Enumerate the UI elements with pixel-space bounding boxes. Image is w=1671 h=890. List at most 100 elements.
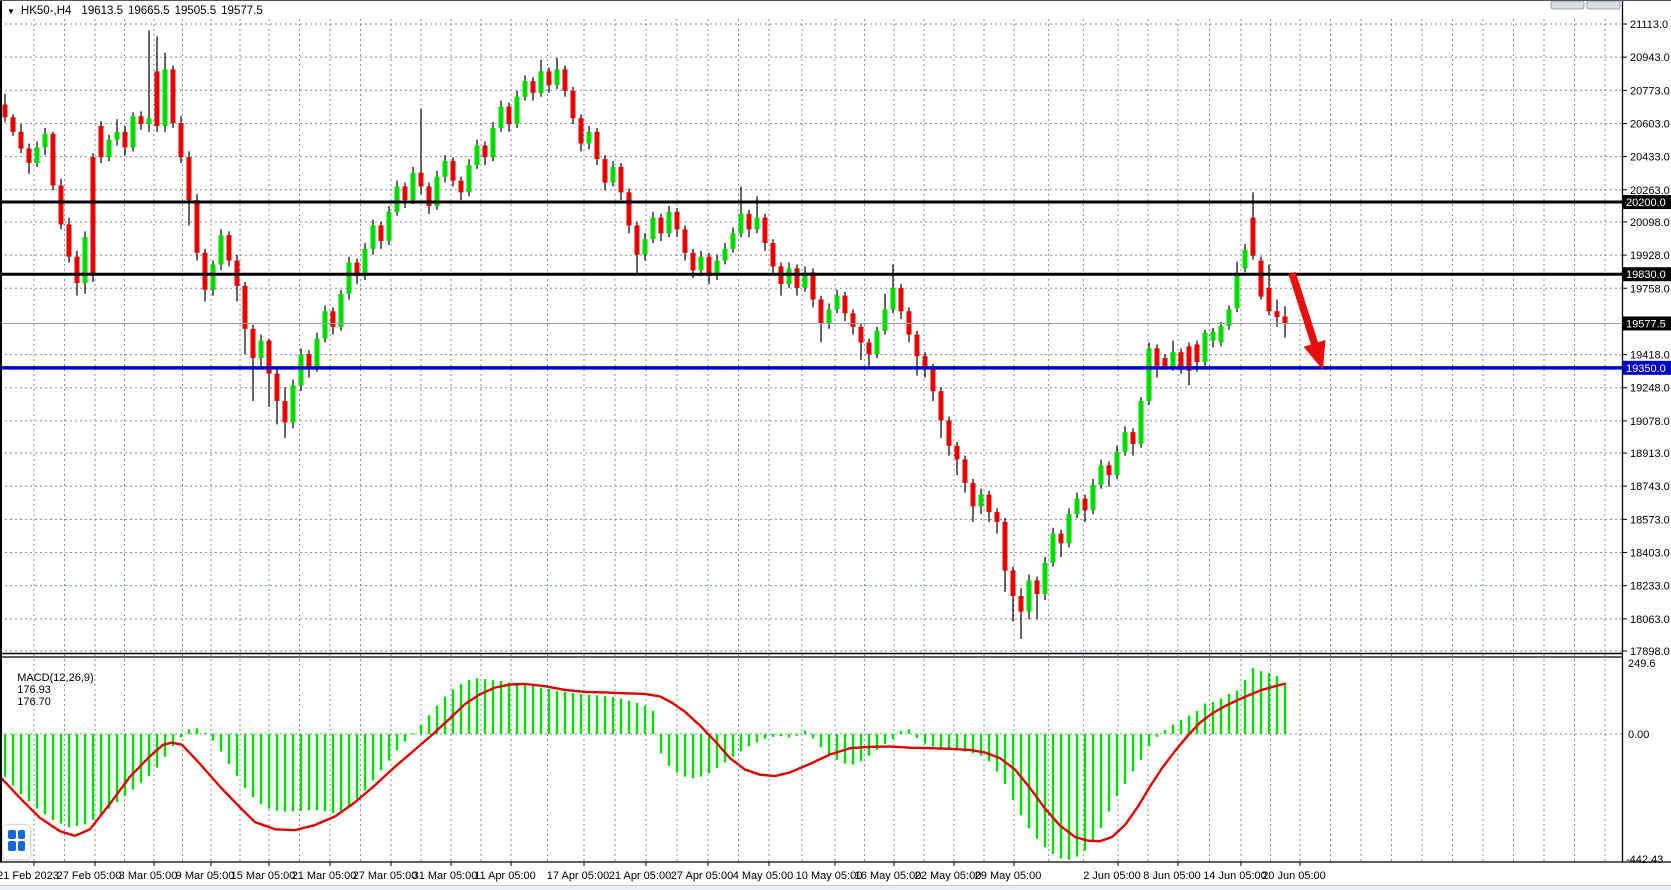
- bull-candle: [394, 186, 400, 212]
- macd-histogram-bar: [1083, 734, 1087, 851]
- bull-candle: [538, 71, 544, 93]
- chart-dropdown-icon[interactable]: ▼: [7, 6, 15, 16]
- price-flag-label: 19577.5: [1626, 318, 1666, 330]
- bear-candle: [914, 334, 920, 357]
- bull-candle: [474, 145, 480, 166]
- macd-histogram-bar: [427, 715, 431, 734]
- bear-candle: [602, 159, 608, 183]
- bear-candle: [674, 211, 680, 230]
- macd-histogram-bar: [355, 734, 359, 799]
- macd-histogram-bar: [75, 734, 79, 826]
- time-tick-label: 22 May 05:00: [915, 870, 982, 882]
- macd-histogram-bar: [395, 734, 399, 751]
- macd-histogram-bar: [1059, 734, 1063, 859]
- bear-candle: [962, 459, 968, 483]
- bull-candle: [1234, 273, 1240, 309]
- open-value: 19613.5: [81, 5, 123, 17]
- macd-histogram-bar: [1075, 734, 1079, 857]
- bear-candle: [690, 252, 696, 271]
- window-button[interactable]: [1586, 1, 1621, 10]
- bull-candle: [386, 211, 392, 242]
- time-tick-label: 10 May 05:00: [796, 870, 863, 882]
- price-tick-label: 18233.0: [1630, 581, 1670, 593]
- macd-histogram-bar: [587, 694, 591, 734]
- macd-histogram-bar: [443, 696, 447, 734]
- bull-candle: [1146, 348, 1152, 401]
- bull-candle: [1226, 309, 1232, 326]
- macd-histogram-bar: [899, 731, 903, 734]
- macd-histogram-bar: [1283, 683, 1287, 734]
- macd-histogram-bar: [1067, 734, 1071, 860]
- macd-histogram-bar: [1227, 693, 1231, 734]
- hline-objects[interactable]: [0, 200, 1622, 370]
- bull-candle: [1202, 332, 1208, 362]
- bull-candle: [114, 131, 120, 140]
- bull-candle: [978, 494, 984, 507]
- macd-histogram-bar: [491, 679, 495, 734]
- bear-candle: [770, 243, 776, 267]
- trend-arrow[interactable]: [1288, 271, 1326, 370]
- macd-signal-line: [0, 682, 1287, 843]
- arrow-head-icon: [1303, 339, 1326, 370]
- bull-candle: [714, 260, 720, 277]
- bull-candle: [42, 133, 48, 148]
- bear-candle: [402, 186, 408, 201]
- app-tiles-icon[interactable]: [2, 824, 31, 860]
- macd-histogram-bar: [803, 730, 807, 734]
- macd-histogram-bar: [1035, 734, 1039, 839]
- macd-histogram-bar: [67, 734, 71, 828]
- price-tick-label: 17898.0: [1630, 646, 1670, 658]
- macd-histogram-bar: [91, 734, 95, 820]
- macd-histogram-bar: [1003, 734, 1007, 785]
- macd-histogram-bar: [347, 734, 351, 807]
- bull-candle: [290, 385, 296, 423]
- macd-histogram-bar: [931, 734, 935, 747]
- window-button[interactable]: [1550, 1, 1585, 10]
- bear-candle: [618, 166, 624, 193]
- price-tick-label: 19078.0: [1630, 416, 1670, 428]
- price-flag-19577.5: [1623, 316, 1671, 331]
- bear-candle: [178, 123, 184, 158]
- bear-candle: [1186, 346, 1192, 371]
- bear-candle: [818, 299, 824, 323]
- macd-histogram-bar: [27, 734, 31, 802]
- macd-histogram-bar: [1267, 673, 1271, 734]
- macd-value: 176.93: [17, 684, 51, 696]
- low-value: 19505.5: [174, 5, 217, 17]
- price-tick-label: 19248.0: [1630, 383, 1670, 395]
- time-tick-label: 27 Feb 05:00: [57, 870, 122, 882]
- bull-candle: [722, 248, 728, 261]
- macd-histogram-bar: [51, 734, 55, 820]
- macd-histogram-bar: [603, 696, 607, 734]
- bear-candle: [1010, 570, 1016, 597]
- macd-histogram-bar: [307, 734, 311, 811]
- bull-candle: [362, 248, 368, 277]
- macd-histogram-bar: [1219, 698, 1223, 734]
- bull-candle: [210, 264, 216, 290]
- macd-histogram-bar: [787, 734, 791, 738]
- macd-histogram-bar: [211, 734, 215, 741]
- bear-candle: [858, 326, 864, 343]
- macd-histogram-bar: [315, 734, 319, 811]
- macd-histogram-bar: [11, 734, 15, 786]
- bear-candle: [202, 252, 208, 290]
- macd-histogram-bar: [1091, 734, 1095, 842]
- price-axis[interactable]: 21113.0 20943.0 20773.0 20603.0 20433.0 20263…: [1622, 19, 1671, 866]
- blue-tile-icon: [18, 830, 25, 839]
- bear-candle: [1258, 260, 1264, 297]
- macd-indicator-label: MACD(12,26,9) 176.93 176.70: [5, 660, 99, 720]
- price-tick-label: 18063.0: [1630, 614, 1670, 626]
- high-value: 19665.5: [128, 5, 170, 17]
- macd-zero-label: 0.00: [1628, 729, 1649, 741]
- symbol-timeframe-label: HK50-,H4: [20, 5, 72, 17]
- bear-candle: [626, 192, 632, 226]
- window-controls[interactable]: [1550, 1, 1621, 10]
- macd-histogram-bar: [595, 695, 599, 734]
- macd-histogram-bar: [747, 734, 751, 747]
- bull-candle: [610, 166, 616, 183]
- macd-histogram-bar: [35, 734, 39, 809]
- macd-histogram-bar: [267, 734, 271, 809]
- macd-histogram-bar: [755, 734, 759, 743]
